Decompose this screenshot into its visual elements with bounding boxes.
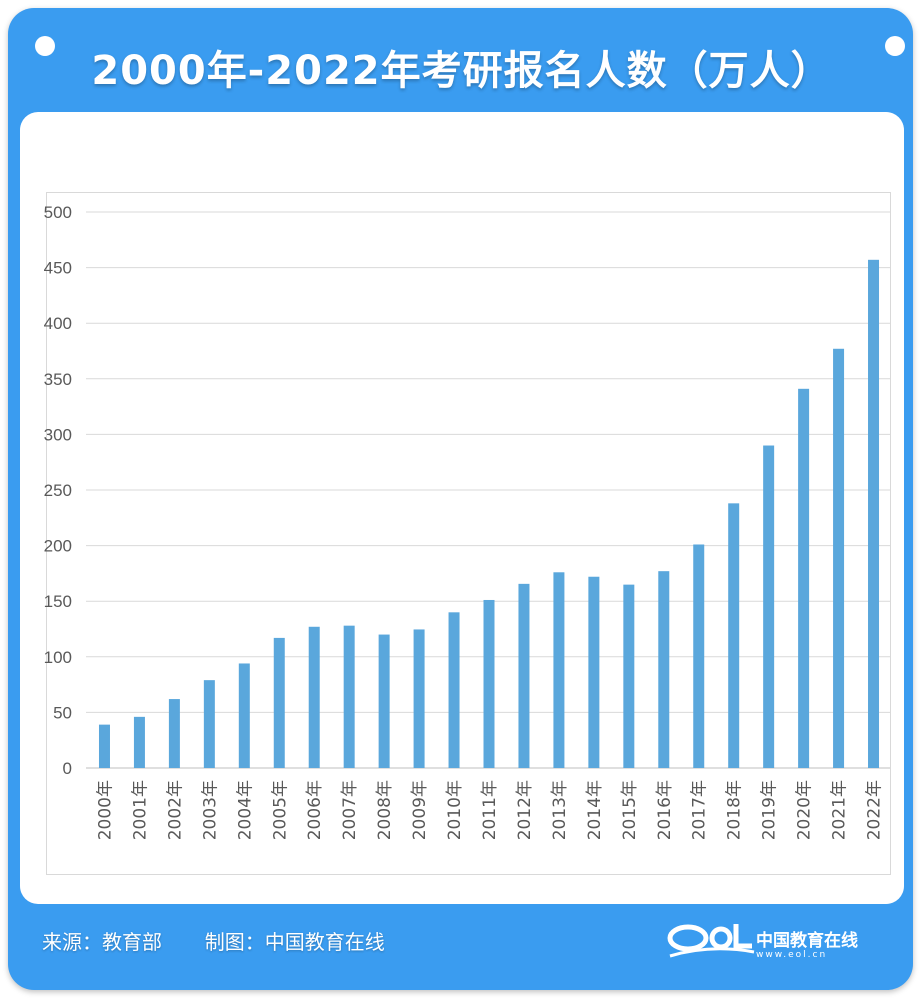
eol-logo-icon bbox=[667, 924, 755, 958]
bar bbox=[658, 571, 670, 768]
x-tick-label: 2021年 bbox=[830, 780, 850, 840]
x-tick-label: 2005年 bbox=[270, 780, 290, 840]
bar bbox=[763, 445, 775, 768]
x-tick-label: 2018年 bbox=[725, 780, 745, 840]
gridlines bbox=[86, 211, 890, 769]
bar bbox=[273, 637, 285, 768]
y-tick-label: 150 bbox=[44, 592, 72, 611]
x-tick-label: 2011年 bbox=[480, 780, 500, 840]
bar bbox=[98, 724, 110, 768]
bar bbox=[588, 576, 600, 768]
x-tick-label: 2008年 bbox=[375, 780, 395, 840]
y-axis-ticks: 0 50 100 150 200 250 300 350 400 450 500 bbox=[44, 203, 72, 778]
bar bbox=[448, 612, 460, 768]
y-tick-label: 200 bbox=[44, 537, 72, 556]
y-tick-label: 100 bbox=[44, 648, 72, 667]
bar bbox=[693, 544, 705, 768]
bar bbox=[343, 625, 355, 768]
x-axis-ticks: 2000年 2001年 2002年 2003年 2004年 2005年 2006年 2007年… bbox=[95, 780, 884, 840]
y-tick-label: 450 bbox=[44, 259, 72, 278]
footer-credits: 来源：教育部 制图：中国教育在线 bbox=[42, 926, 385, 955]
x-tick-label: 2007年 bbox=[340, 780, 360, 840]
y-tick-label: 500 bbox=[44, 203, 72, 222]
maker-text: 制图：中国教育在线 bbox=[204, 930, 385, 954]
logo-name: 中国教育在线 bbox=[756, 931, 858, 951]
chart-panel bbox=[20, 112, 904, 904]
bar bbox=[413, 629, 425, 768]
x-tick-label: 2020年 bbox=[795, 780, 815, 840]
x-tick-label: 2001年 bbox=[130, 780, 150, 840]
decorative-dot-right bbox=[885, 36, 905, 56]
bars bbox=[98, 259, 880, 768]
bar bbox=[133, 716, 145, 768]
bar bbox=[168, 699, 180, 768]
chart-title: 2000年-2022年考研报名人数（万人） bbox=[91, 48, 832, 94]
x-tick-label: 2014年 bbox=[585, 780, 605, 840]
bar bbox=[378, 634, 390, 768]
x-tick-label: 2006年 bbox=[305, 780, 325, 840]
bar bbox=[868, 259, 880, 768]
plot-area-border bbox=[46, 192, 891, 875]
bar bbox=[483, 599, 495, 768]
x-tick-label: 2012年 bbox=[515, 780, 535, 840]
y-tick-label: 400 bbox=[44, 314, 72, 333]
bar bbox=[553, 572, 565, 768]
x-tick-label: 2003年 bbox=[200, 780, 220, 840]
source-text: 来源：教育部 bbox=[42, 930, 162, 954]
y-tick-label: 0 bbox=[63, 759, 72, 778]
bar bbox=[728, 503, 740, 768]
x-tick-label: 2004年 bbox=[235, 780, 255, 840]
bar bbox=[798, 388, 810, 768]
x-tick-label: 2022年 bbox=[865, 780, 885, 840]
bar bbox=[518, 583, 530, 768]
bar bbox=[308, 626, 320, 768]
x-tick-label: 2013年 bbox=[550, 780, 570, 840]
bar bbox=[203, 680, 215, 768]
x-tick-label: 2015年 bbox=[620, 780, 640, 840]
x-tick-label: 2019年 bbox=[760, 780, 780, 840]
y-tick-label: 350 bbox=[44, 370, 72, 389]
logo-url: www.eol.cn bbox=[756, 950, 828, 960]
y-tick-label: 300 bbox=[44, 425, 72, 444]
decorative-dot-left bbox=[35, 36, 55, 56]
x-tick-label: 2002年 bbox=[165, 780, 185, 840]
x-tick-label: 2017年 bbox=[690, 780, 710, 840]
bar bbox=[833, 348, 845, 768]
bar bbox=[238, 663, 250, 768]
x-tick-label: 2010年 bbox=[445, 780, 465, 840]
x-tick-label: 2009年 bbox=[410, 780, 430, 840]
y-tick-label: 250 bbox=[44, 481, 72, 500]
x-tick-label: 2016年 bbox=[655, 780, 675, 840]
x-tick-label: 2000年 bbox=[95, 780, 115, 840]
bar bbox=[623, 584, 635, 768]
y-tick-label: 50 bbox=[53, 703, 72, 722]
